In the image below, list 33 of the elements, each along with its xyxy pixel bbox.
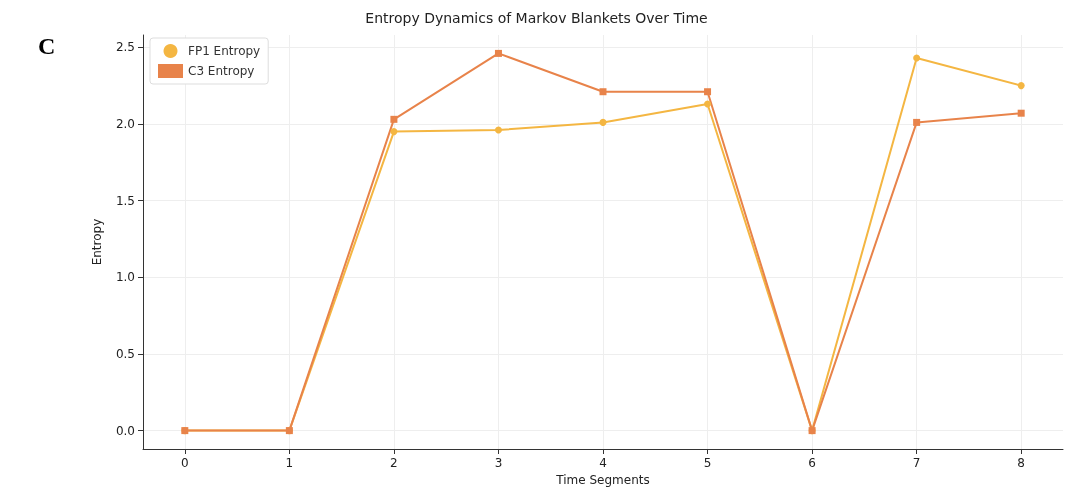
y-tick-label: 2.0 bbox=[115, 116, 135, 131]
y-axis-title: Entropy bbox=[90, 218, 104, 266]
x-tick-label: 3 bbox=[494, 456, 503, 470]
y-tick-label: 0.0 bbox=[115, 423, 135, 438]
legend-label: FP1 Entropy bbox=[188, 44, 261, 58]
text: C bbox=[38, 33, 56, 59]
point bbox=[913, 54, 921, 62]
point bbox=[390, 115, 398, 123]
y-tick-label: 1.0 bbox=[115, 270, 135, 285]
chart-title: Entropy Dynamics of Markov Blankets Over Time bbox=[365, 10, 708, 26]
y-tick-label: 0.5 bbox=[115, 346, 135, 361]
x-tick-label: 1 bbox=[285, 456, 294, 470]
x-tick-label: 8 bbox=[1017, 456, 1025, 470]
point bbox=[1017, 109, 1025, 117]
x-tick-label: 5 bbox=[703, 456, 712, 470]
x-tick-label: 4 bbox=[599, 456, 607, 470]
y-tick-label: 1.5 bbox=[115, 193, 135, 208]
point bbox=[494, 126, 502, 134]
point bbox=[913, 118, 921, 126]
x-tick-label: 2 bbox=[390, 456, 398, 470]
y-tick-label: 2.5 bbox=[115, 40, 135, 55]
point bbox=[704, 100, 712, 108]
x-tick-label: 6 bbox=[808, 456, 816, 470]
x-axis-title: Time Segments bbox=[555, 472, 650, 487]
x-tick-label: 0 bbox=[181, 456, 189, 470]
legend-label: C3 Entropy bbox=[188, 64, 255, 78]
point bbox=[599, 88, 607, 96]
point bbox=[704, 88, 712, 96]
point bbox=[1017, 82, 1025, 90]
point bbox=[390, 128, 398, 136]
point bbox=[599, 118, 607, 126]
x-tick-label: 7 bbox=[912, 456, 921, 470]
point bbox=[494, 49, 502, 57]
